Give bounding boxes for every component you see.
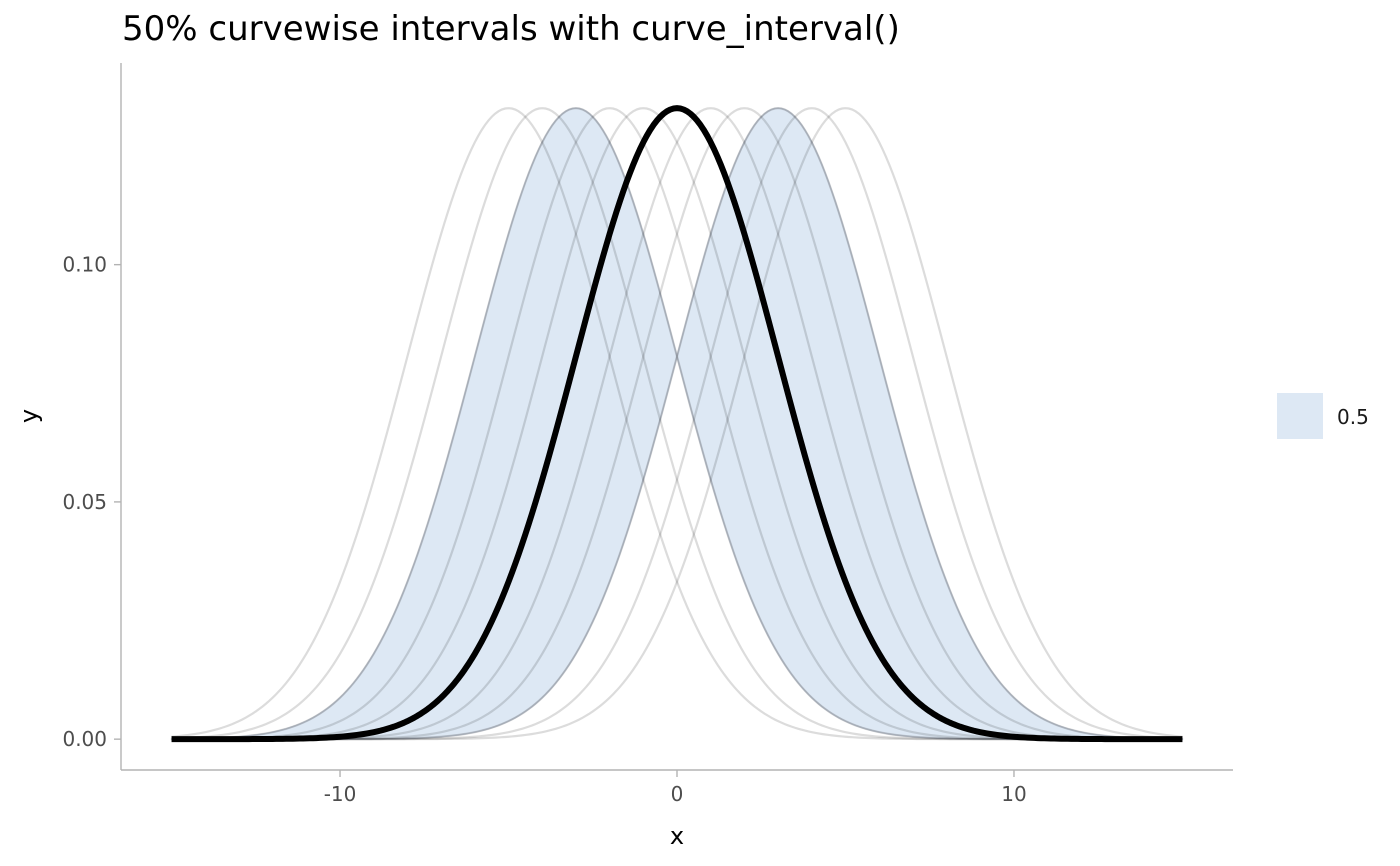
curve-draw bbox=[171, 107, 1183, 741]
y-tick-label: 0.10 bbox=[62, 253, 107, 277]
y-axis-ticks: 0.00 0.05 0.10 bbox=[62, 253, 121, 751]
curve-draw bbox=[171, 107, 1183, 741]
curve-draw bbox=[171, 107, 1183, 741]
curve-draw bbox=[171, 107, 1183, 741]
y-tick-label: 0.00 bbox=[62, 727, 107, 751]
legend: 0.5 bbox=[1277, 393, 1369, 439]
interval-band bbox=[170, 107, 1184, 740]
chart-title: 50% curvewise intervals with curve_inter… bbox=[122, 9, 900, 49]
x-axis-ticks: -10 0 10 bbox=[324, 770, 1027, 806]
curve-draw bbox=[171, 107, 1183, 741]
y-tick-label: 0.05 bbox=[62, 490, 107, 514]
curve-draws bbox=[171, 107, 1183, 741]
x-tick-label: 0 bbox=[671, 782, 684, 806]
curve-draw bbox=[171, 107, 1183, 741]
curve-draw bbox=[171, 107, 1183, 741]
legend-label: 0.5 bbox=[1337, 405, 1369, 429]
median-curve bbox=[171, 105, 1183, 743]
plot-area bbox=[170, 105, 1184, 743]
x-tick-label: -10 bbox=[324, 782, 357, 806]
curve-draw bbox=[171, 107, 1183, 741]
curve-draw bbox=[171, 107, 1183, 741]
x-tick-label: 10 bbox=[1001, 782, 1026, 806]
curve-draw bbox=[171, 107, 1183, 741]
x-axis-title: x bbox=[670, 822, 684, 850]
y-axis-title: y bbox=[15, 409, 43, 423]
curve-draw bbox=[171, 107, 1183, 741]
legend-swatch bbox=[1277, 393, 1323, 439]
